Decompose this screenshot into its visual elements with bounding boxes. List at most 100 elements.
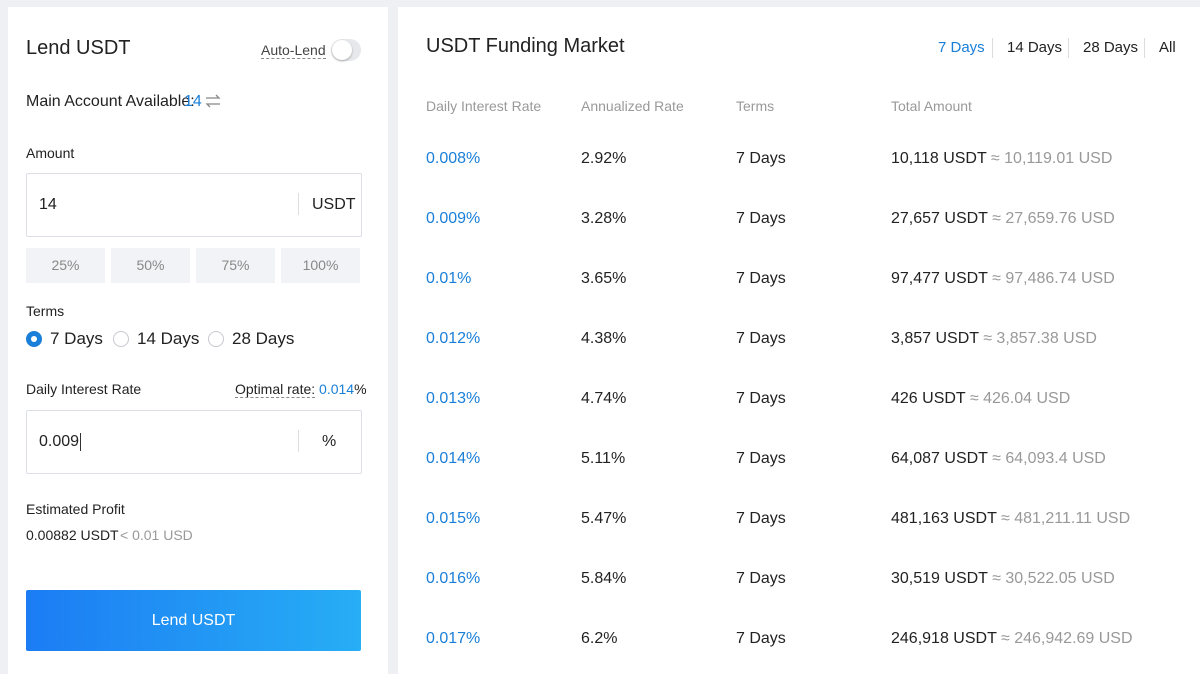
rate-cell: 0.008% bbox=[426, 150, 481, 167]
tab-separator bbox=[992, 38, 993, 58]
terms-cell: 7 Days bbox=[736, 630, 786, 647]
rate-input[interactable] bbox=[26, 410, 362, 474]
optimal-value: 0.014 bbox=[319, 381, 355, 397]
auto-lend-label[interactable]: Auto-Lend bbox=[261, 42, 326, 59]
amount-usd: ≈ 97,486.74 USD bbox=[992, 270, 1115, 287]
amount-usdt: 426 USDT bbox=[891, 390, 966, 407]
transfer-icon[interactable] bbox=[205, 94, 221, 108]
amount-usdt: 481,163 USDT bbox=[891, 510, 997, 527]
amount-cell: 3,857 USDT ≈ 3,857.38 USD bbox=[891, 330, 1097, 348]
rate-value[interactable]: 0.009 bbox=[39, 433, 82, 451]
divider bbox=[298, 193, 299, 215]
amount-usd: ≈ 10,119.01 USD bbox=[990, 150, 1113, 167]
amount-unit: USDT bbox=[312, 196, 356, 213]
annualized-cell: 3.65% bbox=[581, 270, 627, 287]
annualized-cell: 5.11% bbox=[581, 450, 626, 467]
rate-unit: % bbox=[322, 433, 337, 450]
rate-cell: 0.009% bbox=[426, 210, 481, 227]
terms-cell: 7 Days bbox=[736, 330, 786, 347]
rate-label: Daily Interest Rate bbox=[26, 381, 142, 397]
amount-usdt: 10,118 USDT bbox=[891, 150, 987, 167]
market-title: USDT Funding Market bbox=[426, 35, 625, 57]
market-panel bbox=[398, 7, 1200, 674]
annualized-cell: 6.2% bbox=[581, 630, 618, 647]
terms-cell: 7 Days bbox=[736, 270, 786, 287]
term-radio[interactable] bbox=[208, 331, 224, 347]
period-tab[interactable]: 28 Days bbox=[1083, 39, 1139, 56]
percent-button[interactable]: 25% bbox=[26, 248, 105, 283]
amount-usd: ≈ 3,857.38 USD bbox=[983, 330, 1097, 347]
amount-usd: ≈ 426.04 USD bbox=[969, 390, 1071, 407]
amount-cell: 64,087 USDT ≈ 64,093.4 USD bbox=[891, 450, 1106, 468]
amount-value[interactable]: 14 bbox=[39, 196, 57, 213]
amount-usdt: 27,657 USDT bbox=[891, 210, 988, 227]
column-header: Total Amount bbox=[891, 98, 972, 114]
rate-cell: 0.014% bbox=[426, 450, 481, 467]
tab-separator bbox=[1144, 38, 1145, 58]
amount-usd: ≈ 64,093.4 USD bbox=[992, 450, 1106, 467]
column-header: Terms bbox=[736, 98, 775, 114]
account-value: 14 bbox=[184, 93, 202, 110]
amount-cell: 246,918 USDT ≈ 246,942.69 USD bbox=[891, 630, 1133, 648]
amount-cell: 426 USDT ≈ 426.04 USD bbox=[891, 390, 1070, 408]
amount-cell: 30,519 USDT ≈ 30,522.05 USD bbox=[891, 570, 1115, 588]
annualized-cell: 4.38% bbox=[581, 330, 627, 347]
rate-cell: 0.013% bbox=[426, 390, 481, 407]
term-radio[interactable] bbox=[113, 331, 129, 347]
lend-button[interactable]: Lend USDT bbox=[26, 590, 361, 651]
terms-cell: 7 Days bbox=[736, 150, 786, 167]
rate-cell: 0.016% bbox=[426, 570, 481, 587]
terms-cell: 7 Days bbox=[736, 570, 786, 587]
terms-cell: 7 Days bbox=[736, 450, 786, 467]
rate-cell: 0.01% bbox=[426, 270, 472, 287]
profit-usd: < 0.01 USD bbox=[120, 527, 193, 543]
amount-usdt: 64,087 USDT bbox=[891, 450, 988, 467]
amount-usd: ≈ 481,211.11 USD bbox=[1001, 510, 1131, 527]
percent-button[interactable]: 100% bbox=[281, 248, 360, 283]
amount-usdt: 3,857 USDT bbox=[891, 330, 979, 347]
annualized-cell: 2.92% bbox=[581, 150, 627, 167]
amount-input[interactable] bbox=[26, 173, 362, 237]
amount-usd: ≈ 246,942.69 USD bbox=[1001, 630, 1133, 647]
amount-usd: ≈ 27,659.76 USD bbox=[992, 210, 1115, 227]
market-row[interactable] bbox=[398, 370, 1200, 430]
optimal-unit: % bbox=[354, 381, 367, 397]
optimal-rate[interactable]: Optimal rate: 0.014% bbox=[235, 381, 367, 398]
term-label[interactable]: 14 Days bbox=[137, 329, 200, 348]
rate-cell: 0.017% bbox=[426, 630, 481, 647]
rate-cell: 0.012% bbox=[426, 330, 481, 347]
amount-usdt: 246,918 USDT bbox=[891, 630, 997, 647]
period-tab[interactable]: 14 Days bbox=[1007, 39, 1063, 56]
term-label[interactable]: 7 Days bbox=[50, 329, 103, 348]
column-header: Annualized Rate bbox=[581, 98, 684, 114]
profit-value: 0.00882 USDT bbox=[26, 527, 119, 543]
terms-cell: 7 Days bbox=[736, 210, 786, 227]
radio-dot bbox=[31, 336, 37, 342]
amount-usdt: 97,477 USDT bbox=[891, 270, 988, 287]
amount-cell: 27,657 USDT ≈ 27,659.76 USD bbox=[891, 210, 1115, 228]
lend-panel bbox=[8, 7, 388, 674]
auto-lend-toggle[interactable] bbox=[331, 39, 361, 61]
divider bbox=[298, 430, 299, 452]
term-radio[interactable] bbox=[26, 331, 42, 347]
amount-usd: ≈ 30,522.05 USD bbox=[992, 570, 1115, 587]
column-header: Daily Interest Rate bbox=[426, 98, 542, 114]
annualized-cell: 5.84% bbox=[581, 570, 627, 587]
amount-cell: 97,477 USDT ≈ 97,486.74 USD bbox=[891, 270, 1115, 288]
rate-cell: 0.015% bbox=[426, 510, 481, 527]
lend-title: Lend USDT bbox=[26, 37, 131, 59]
amount-cell: 481,163 USDT ≈ 481,211.11 USD bbox=[891, 510, 1130, 528]
tab-separator bbox=[1068, 38, 1069, 58]
optimal-label: Optimal rate: bbox=[235, 381, 316, 398]
amount-label: Amount bbox=[26, 145, 75, 161]
annualized-cell: 3.28% bbox=[581, 210, 627, 227]
account-label: Main Account Available: bbox=[26, 93, 195, 110]
amount-usdt: 30,519 USDT bbox=[891, 570, 988, 587]
percent-button[interactable]: 50% bbox=[111, 248, 190, 283]
period-tab[interactable]: 7 Days bbox=[938, 39, 985, 56]
terms-cell: 7 Days bbox=[736, 510, 786, 527]
term-label[interactable]: 28 Days bbox=[232, 329, 295, 348]
percent-button[interactable]: 75% bbox=[196, 248, 275, 283]
period-tab[interactable]: All bbox=[1159, 39, 1176, 56]
terms-label: Terms bbox=[26, 303, 65, 319]
